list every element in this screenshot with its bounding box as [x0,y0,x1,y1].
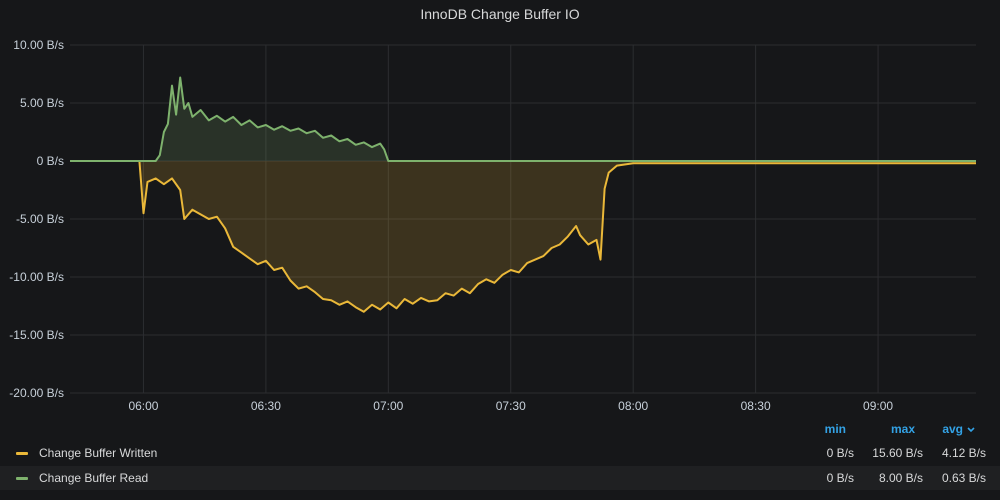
y-tick-label: 10.00 B/s [13,38,64,52]
legend-color-swatch [16,477,28,480]
legend-header-min[interactable]: min [824,422,846,436]
y-tick-label: -10.00 B/s [9,270,64,284]
x-tick-label: 08:00 [618,399,648,413]
x-tick-label: 08:30 [741,399,771,413]
legend-row-written[interactable]: Change Buffer Written 0 B/s 15.60 B/s 4.… [0,441,1000,465]
chevron-down-icon [967,422,975,436]
series-area-read [70,77,976,161]
x-tick-label: 06:00 [128,399,158,413]
legend-color-swatch [16,452,28,455]
y-tick-label: -5.00 B/s [16,212,64,226]
legend-header-avg[interactable]: avg [930,422,975,436]
legend-series-name[interactable]: Change Buffer Read [39,471,149,485]
legend-value-max: 8.00 B/s [878,471,923,485]
series-area-written [70,161,976,312]
legend-header-avg-label: avg [942,422,963,436]
legend-value-min: 0 B/s [826,446,854,460]
x-tick-label: 07:00 [373,399,403,413]
y-tick-label: 5.00 B/s [20,96,64,110]
legend-value-avg: 0.63 B/s [941,471,986,485]
x-tick-label: 09:00 [863,399,893,413]
series-line-read [70,76,976,162]
legend-header-max[interactable]: max [890,422,915,436]
x-tick-label: 06:30 [251,399,281,413]
series-line-written [70,160,976,313]
x-tick-label: 07:30 [496,399,526,413]
legend-header: min max avg [0,422,1000,440]
legend-table: min max avg Change Buffer Written 0 B/s … [0,418,1000,500]
legend-value-max: 15.60 B/s [872,446,923,460]
legend-value-min: 0 B/s [826,471,854,485]
legend-row-read[interactable]: Change Buffer Read 0 B/s 8.00 B/s 0.63 B… [0,466,1000,490]
panel-title[interactable]: InnoDB Change Buffer IO [420,6,580,22]
y-tick-label: 0 B/s [37,154,64,168]
legend-series-name[interactable]: Change Buffer Written [39,446,158,460]
y-tick-label: -15.00 B/s [9,328,64,342]
legend-value-avg: 4.12 B/s [941,446,986,460]
y-tick-label: -20.00 B/s [9,386,64,400]
plot-area[interactable]: 10.00 B/s 5.00 B/s 0 B/s -5.00 B/s -10.00 B/… [0,0,1000,420]
